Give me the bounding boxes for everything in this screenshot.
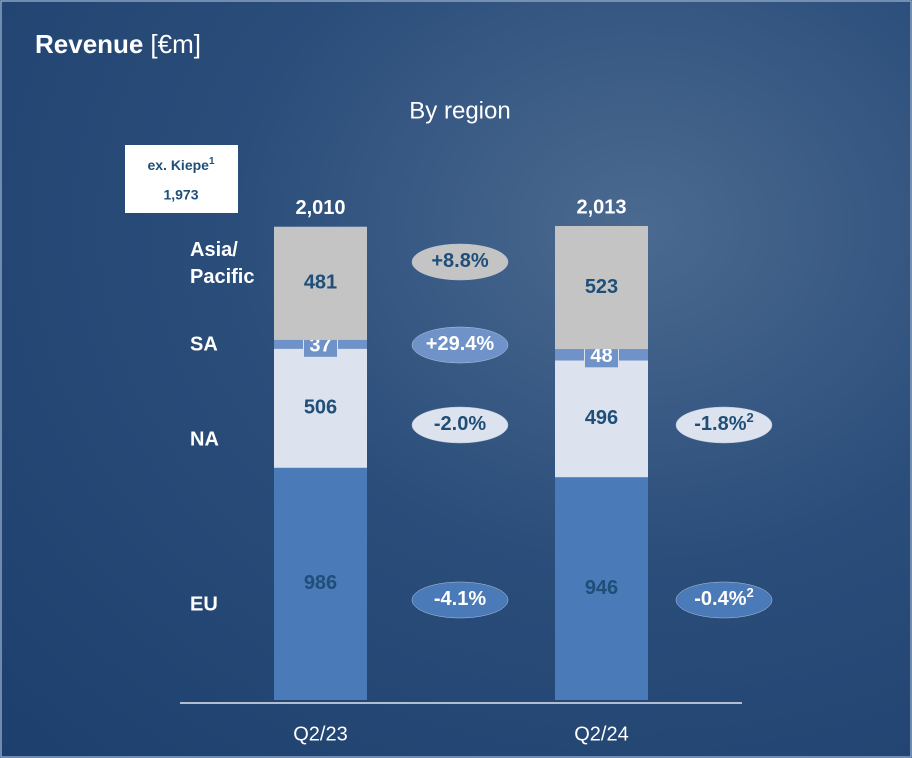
- note-value: 1,973: [163, 187, 198, 203]
- value-label: 496: [585, 407, 618, 429]
- value-label: 48: [590, 345, 612, 367]
- footnote: 1: [209, 156, 215, 167]
- subtitle: By region: [409, 97, 510, 124]
- change-oval: [411, 581, 509, 619]
- note-box: [125, 145, 238, 213]
- bar-segment: [555, 226, 648, 350]
- bar-segment: [274, 348, 367, 468]
- value-label: 523: [585, 276, 618, 298]
- x-tick-label: Q2/23: [293, 723, 347, 745]
- change-value: -0.4%: [694, 588, 746, 610]
- x-tick-label: Q2/24: [574, 723, 628, 745]
- change-value: +29.4%: [426, 333, 495, 355]
- value-label: 37: [309, 335, 331, 357]
- unit: [€m]: [150, 29, 201, 59]
- change-oval: [675, 581, 773, 619]
- title: Revenue: [35, 29, 143, 59]
- footnote: 2: [747, 585, 754, 600]
- change-label: -2.0%: [434, 413, 486, 435]
- total-label: 2,013: [576, 196, 626, 218]
- note-text: ex. Kiepe: [147, 157, 209, 173]
- legend-label: SA: [190, 333, 218, 356]
- change-label: -0.4%2: [694, 585, 753, 610]
- change-label: -1.8%2: [694, 410, 753, 435]
- chart-title: Revenue [€m]: [35, 29, 201, 59]
- change-label: -4.1%: [434, 588, 486, 610]
- bar-segment: [274, 467, 367, 700]
- change-oval: [411, 406, 509, 444]
- legend-label: Asia/ Pacific: [190, 239, 255, 288]
- change-oval: [411, 326, 509, 364]
- change-label: +29.4%: [426, 333, 495, 355]
- total-label: 2,010: [295, 197, 345, 219]
- value-label: 481: [304, 272, 337, 294]
- value-label: 946: [585, 577, 618, 599]
- value-label: 986: [304, 572, 337, 594]
- change-value: +8.8%: [431, 250, 488, 272]
- change-oval: [411, 243, 509, 281]
- legend-label: NA: [190, 428, 219, 451]
- change-oval: [675, 406, 773, 444]
- note-label: ex. Kiepe1: [147, 156, 214, 173]
- change-value: -4.1%: [434, 588, 486, 610]
- bar-segment: [274, 226, 367, 340]
- footnote: 2: [747, 410, 754, 425]
- value-label: 506: [304, 397, 337, 419]
- bar-segment: [555, 477, 648, 700]
- change-value: -1.8%: [694, 413, 746, 435]
- change-value: -2.0%: [434, 413, 486, 435]
- change-label: +8.8%: [431, 250, 488, 272]
- legend-label: EU: [190, 593, 218, 616]
- bar-segment: [555, 360, 648, 478]
